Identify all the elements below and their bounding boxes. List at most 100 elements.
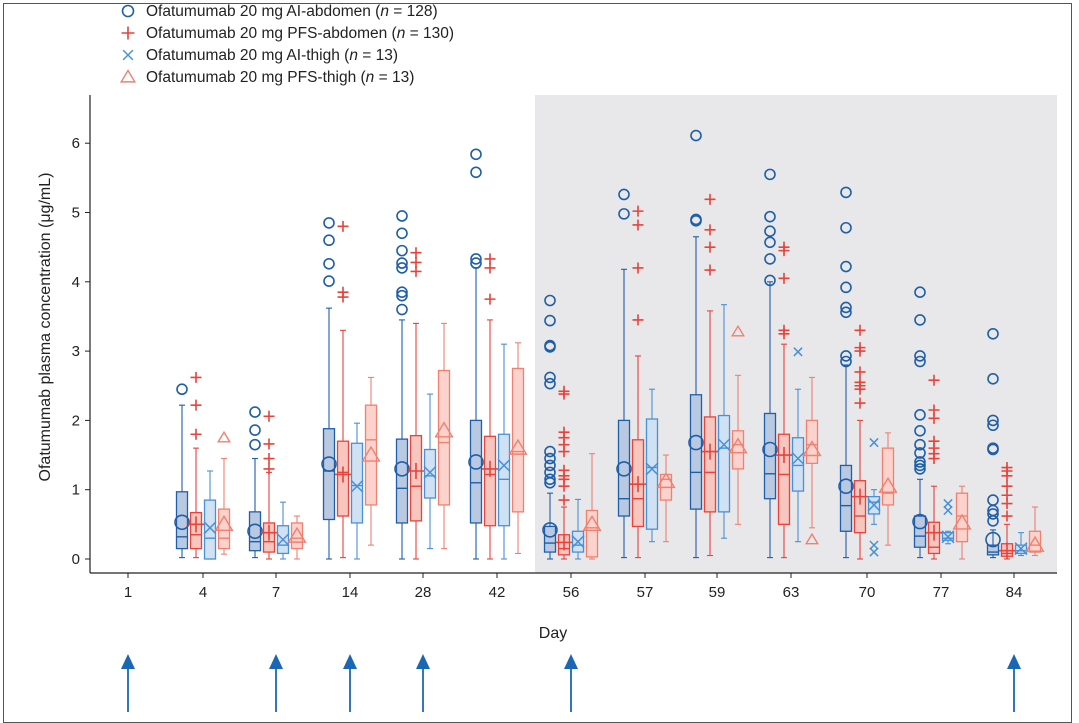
box-circle-59 — [688, 129, 704, 559]
mean-marker — [582, 514, 602, 532]
outlier-point — [396, 257, 408, 269]
iqr-box — [839, 464, 853, 532]
y-tick-label: 3 — [72, 343, 80, 360]
mean-marker — [616, 461, 632, 477]
dosing-arrow — [564, 654, 578, 712]
outlier-point — [544, 371, 556, 384]
legend-item: Ofatumumab 20 mg AI-thigh (n = 13) — [122, 47, 398, 64]
shaded-region-layer — [535, 95, 1057, 573]
outlier-point — [928, 404, 940, 416]
outlier-point — [337, 220, 349, 232]
outlier-point — [987, 414, 999, 427]
iqr-box — [777, 433, 791, 526]
mean-marker — [468, 454, 484, 470]
outlier-point — [914, 456, 926, 468]
outlier-point — [618, 188, 630, 201]
dosing-arrow-head — [269, 654, 283, 669]
mean-marker — [717, 438, 731, 452]
boxes-layer — [174, 129, 1045, 560]
box-triangle-84 — [1025, 506, 1045, 557]
dosing-arrows — [121, 654, 1021, 712]
box-plus-59 — [702, 193, 718, 557]
mean-marker — [497, 458, 511, 472]
x-tick-label: 57 — [637, 584, 654, 601]
box-triangle-14 — [361, 376, 381, 546]
mean-marker — [728, 437, 748, 454]
box-circle-77 — [912, 286, 928, 559]
box-triangle-7 — [287, 515, 307, 560]
box-plus-84 — [999, 462, 1015, 560]
outlier-point — [914, 447, 926, 459]
outlier-point — [804, 532, 820, 545]
mean-marker — [287, 526, 307, 543]
outlier-point — [854, 366, 866, 378]
mean-marker — [985, 531, 1001, 548]
outlier-point — [869, 437, 879, 448]
outlier-point — [249, 438, 261, 451]
outlier-point — [704, 241, 716, 253]
x-tick-label: 84 — [1006, 584, 1023, 601]
outlier-point — [323, 257, 335, 270]
outlier-point — [943, 498, 953, 509]
mean-marker — [261, 524, 277, 541]
outlier-point — [618, 208, 630, 220]
mean-marker — [878, 476, 898, 493]
iqr-box — [217, 508, 231, 550]
outlier-point — [840, 260, 852, 273]
outlier-point — [928, 435, 940, 447]
outlier-point — [914, 459, 926, 472]
outlier-point — [869, 547, 879, 557]
outlier-point — [470, 148, 482, 161]
mean-marker — [335, 466, 351, 483]
outlier-point — [190, 371, 202, 383]
outlier-point — [778, 241, 790, 253]
iqr-box — [483, 435, 497, 527]
box-x-59 — [717, 304, 731, 539]
x-tick-label: 28 — [415, 584, 432, 601]
iqr-box — [689, 394, 703, 510]
mean-marker — [361, 445, 381, 462]
outlier-point — [544, 314, 556, 327]
outlier-point — [764, 168, 776, 181]
box-x-14 — [350, 422, 364, 560]
y-tick-label: 0 — [72, 551, 80, 568]
outlier-point — [396, 227, 408, 240]
mean-marker — [214, 514, 234, 532]
iqr-box — [350, 442, 364, 524]
outlier-point — [190, 399, 202, 411]
outlier-point — [337, 286, 349, 298]
iqr-box — [437, 369, 451, 506]
outlier-point — [323, 275, 335, 287]
y-tick-label: 5 — [72, 205, 80, 222]
box-triangle-63 — [802, 376, 822, 545]
box-circle-57 — [616, 188, 632, 559]
outlier-point — [730, 324, 746, 337]
outlier-point — [216, 430, 232, 443]
outlier-point — [558, 464, 570, 476]
outlier-point — [558, 426, 570, 438]
y-tick-label: 6 — [72, 135, 80, 152]
dosing-arrow — [269, 654, 283, 712]
outlier-point — [544, 294, 556, 307]
box-triangle-57 — [656, 454, 676, 543]
box-plus-77 — [926, 374, 942, 560]
outlier-point — [544, 452, 556, 465]
box-plus-70 — [852, 324, 868, 560]
outlier-point — [840, 350, 852, 362]
box-plus-56 — [556, 385, 572, 560]
dosing-arrow — [416, 654, 430, 712]
box-triangle-70 — [878, 432, 898, 546]
box-x-4 — [203, 470, 217, 560]
iqr-box — [585, 509, 599, 558]
outlier-point — [914, 355, 926, 368]
x-tick-label: 70 — [859, 584, 876, 601]
mean-marker — [952, 513, 972, 530]
dosing-arrow-head — [1007, 654, 1021, 669]
outlier-point — [263, 463, 275, 475]
legend-item: Ofatumumab 20 mg PFS-thigh (n = 13) — [119, 69, 414, 86]
outlier-point — [632, 205, 644, 217]
iqr-box — [290, 522, 304, 550]
outlier-point — [484, 293, 496, 305]
dosing-arrow-head — [121, 654, 135, 669]
